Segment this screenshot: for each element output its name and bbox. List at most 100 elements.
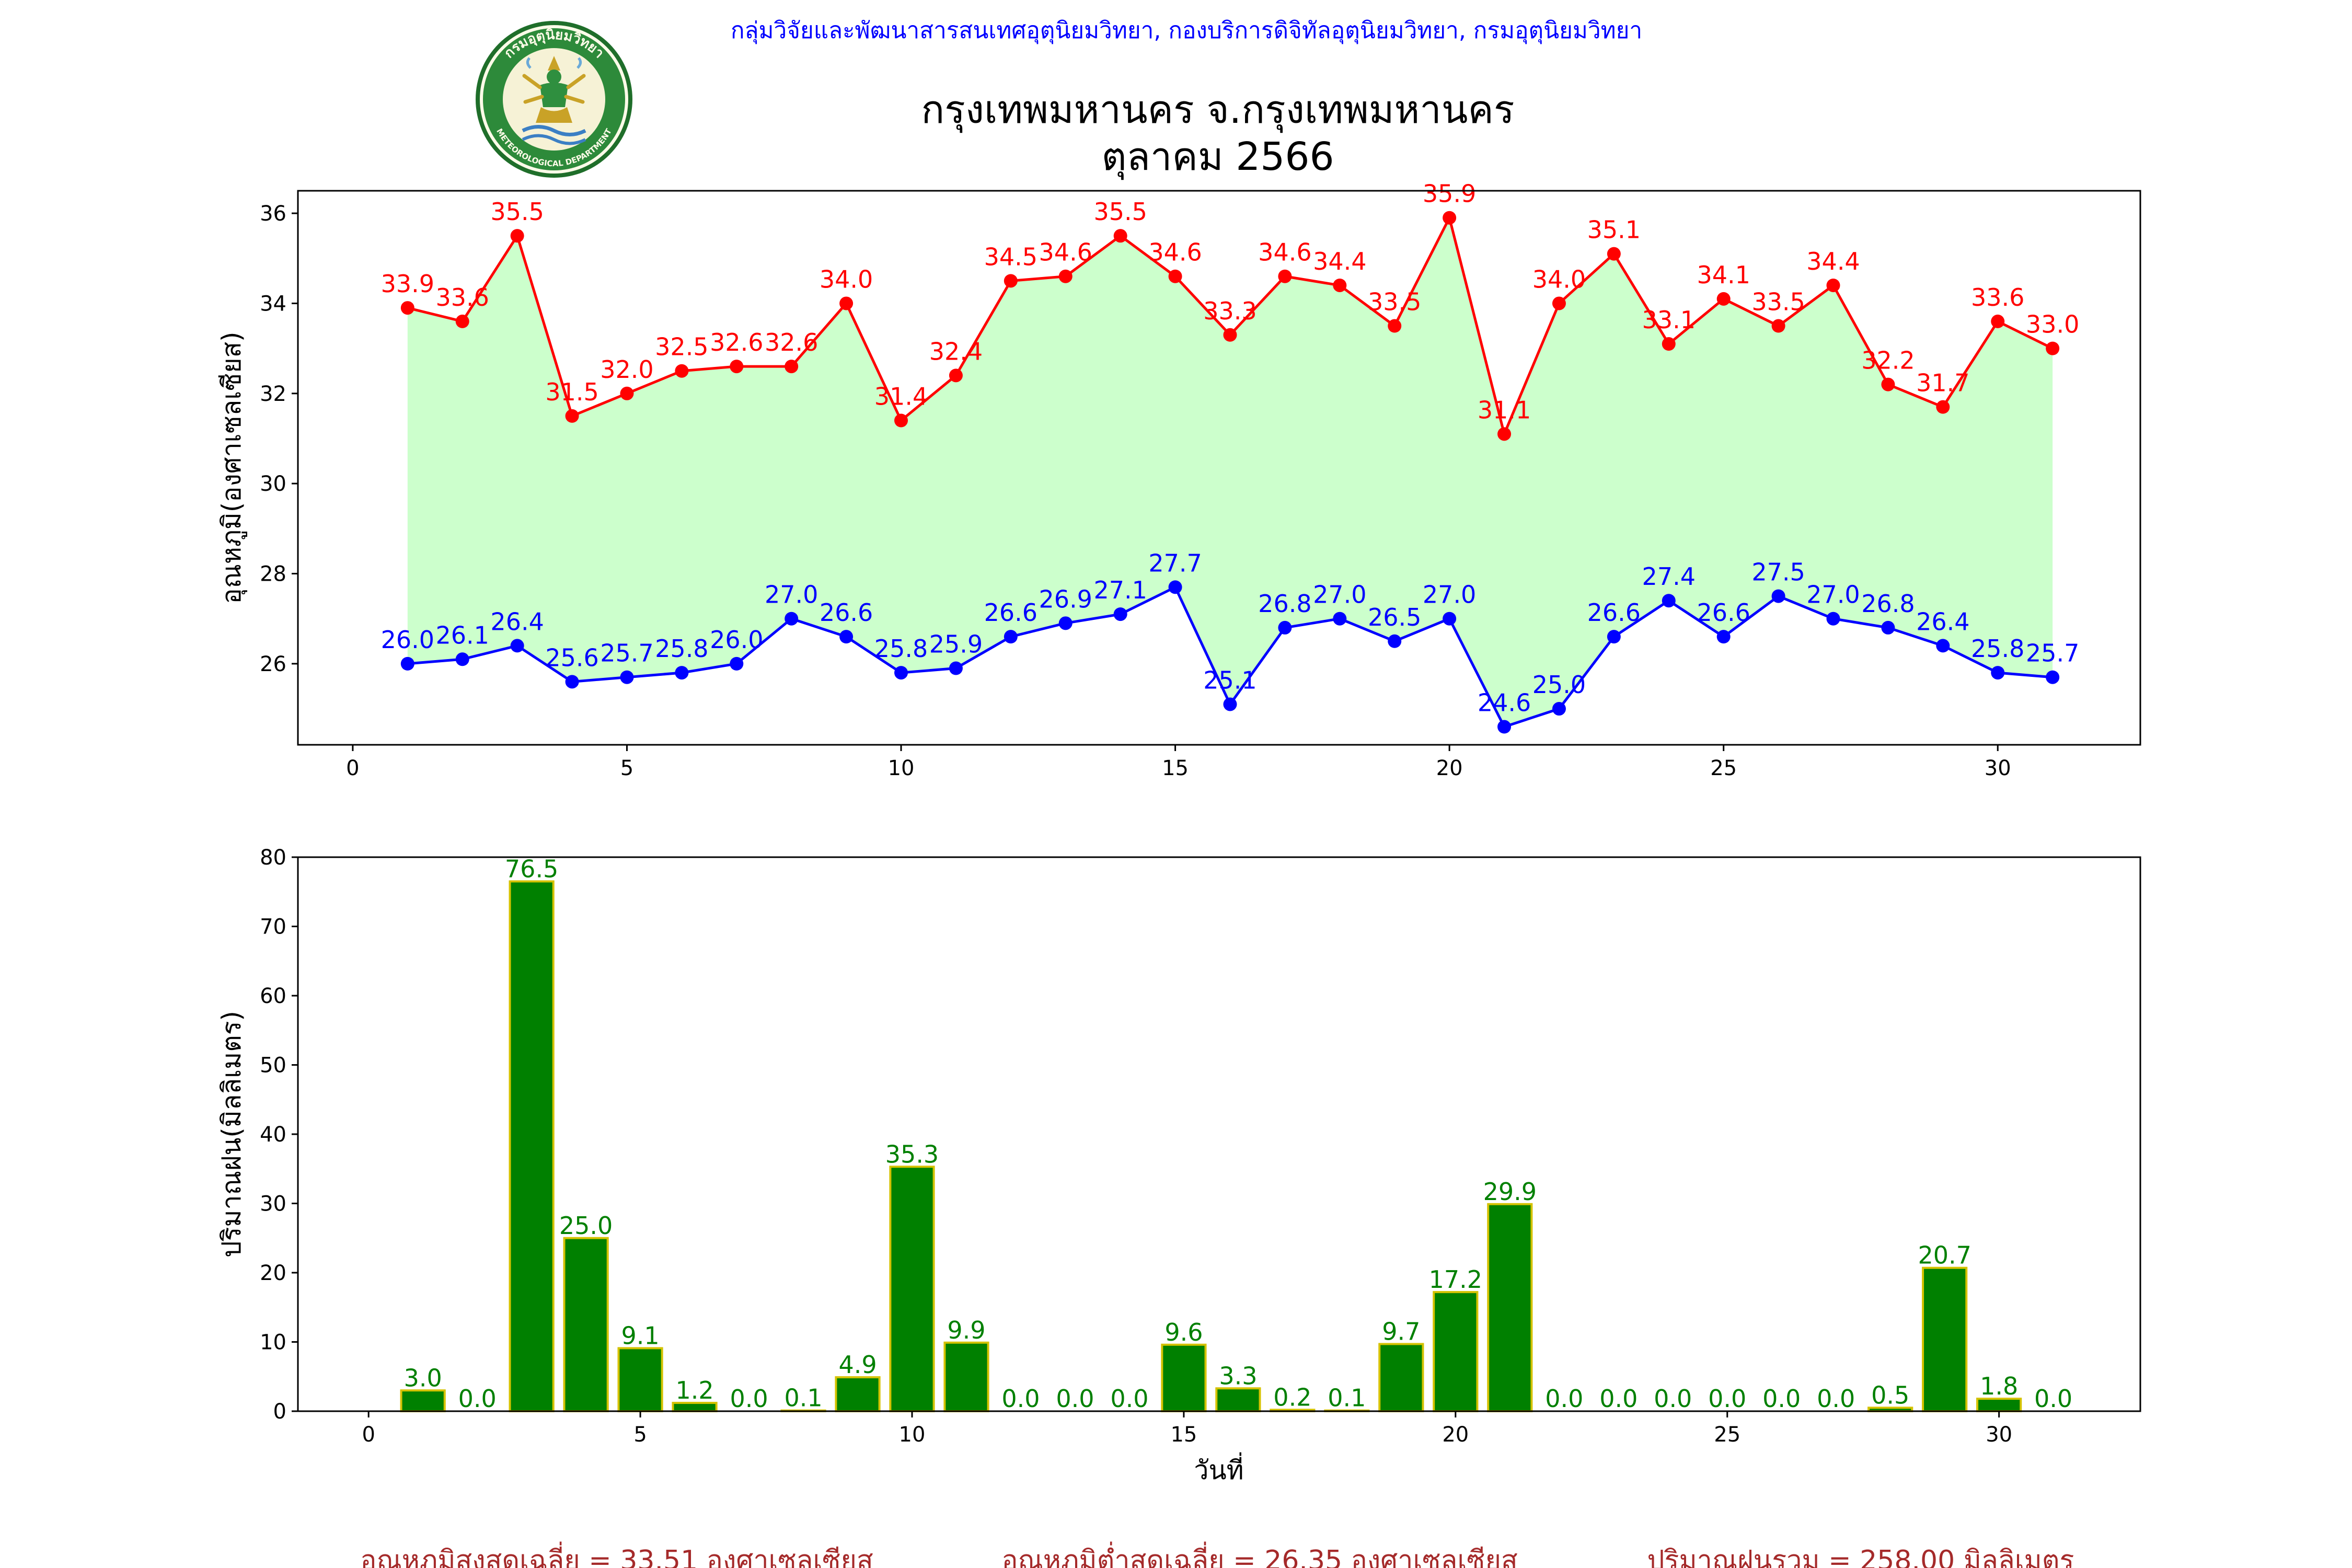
chart-title-line1: กรุงเทพมหานคร จ.กรุงเทพมหานคร <box>921 87 1514 133</box>
max-temperature-point <box>894 413 908 428</box>
max-temperature-point <box>1388 319 1402 333</box>
max-temperature-point <box>2046 341 2060 355</box>
rainfall-bar-label: 0.0 <box>1545 1385 1583 1413</box>
rainfall-bar-label: 0.2 <box>1273 1383 1311 1411</box>
min-temperature-point <box>1991 666 2005 680</box>
rainfall-bar <box>1487 1203 1533 1412</box>
min-temperature-point <box>1333 612 1347 626</box>
min-temperature-label: 26.8 <box>1258 590 1311 618</box>
min-temp-average: อุณหภูมิต่ำสุดเฉลี่ย = 26.35 องศาเซลเซีย… <box>1001 1541 1517 1568</box>
min-temperature-point <box>1168 580 1182 594</box>
max-temperature-point <box>455 314 469 328</box>
agency-name: กลุ่มวิจัยและพัฒนาสารสนเทศอุตุนิยมวิทยา,… <box>731 17 1642 44</box>
min-temperature-label: 25.1 <box>1203 666 1256 694</box>
rainfall-bar-label: 9.6 <box>1165 1318 1203 1346</box>
x-tick-label: 20 <box>1442 1423 1469 1447</box>
min-temperature-label: 27.1 <box>1093 576 1147 604</box>
rainfall-bar-label: 0.0 <box>1762 1385 1801 1413</box>
max-temperature-label: 32.0 <box>600 355 653 384</box>
max-temperature-point <box>1004 274 1018 288</box>
min-temperature-label: 26.9 <box>1039 585 1092 613</box>
max-temperature-label: 32.2 <box>1861 347 1915 375</box>
max-temperature-point <box>785 360 799 374</box>
x-tick-label: 10 <box>888 756 915 780</box>
min-temperature-label: 26.0 <box>710 626 763 654</box>
min-temperature-point <box>1936 639 1950 653</box>
rainfall-bar <box>943 1341 989 1412</box>
rainfall-bar-label: 0.0 <box>1708 1385 1746 1413</box>
y-tick-label: 0 <box>273 1400 286 1424</box>
rainfall-bar-label: 0.0 <box>1817 1385 1855 1413</box>
x-tick-label: 0 <box>346 756 359 780</box>
rainfall-bar <box>1215 1387 1261 1412</box>
max-temperature-point <box>1881 377 1895 391</box>
max-temperature-label: 33.6 <box>436 283 489 312</box>
min-temperature-label: 25.0 <box>1532 671 1586 699</box>
max-temperature-point <box>620 386 634 400</box>
max-temperature-point <box>1113 229 1127 243</box>
max-temperature-label: 34.6 <box>1039 238 1092 267</box>
max-temperature-label: 31.1 <box>1478 396 1531 424</box>
rainfall-bar-label: 0.0 <box>1001 1385 1040 1413</box>
min-temperature-point <box>730 656 744 671</box>
temperature-y-axis-label: อุณหภูมิ(องศาเซลเซียส) <box>216 331 247 604</box>
max-temperature-label: 32.6 <box>710 328 763 356</box>
min-temperature-label: 27.5 <box>1751 558 1805 586</box>
y-tick-label: 34 <box>260 292 286 316</box>
y-tick-label: 30 <box>260 1192 286 1216</box>
min-temperature-label: 24.6 <box>1478 689 1531 717</box>
rainfall-bar-label: 0.0 <box>2034 1385 2072 1413</box>
rainfall-bar <box>889 1166 935 1412</box>
y-tick-label: 36 <box>260 202 286 226</box>
rainfall-x-axis-label: วันที่ <box>1194 1452 1243 1485</box>
min-temperature-point <box>620 670 634 684</box>
min-temperature-point <box>949 661 963 675</box>
max-temp-average: อุณหภูมิสูงสุดเฉลี่ย = 33.51 องศาเซลเซีย… <box>360 1541 873 1568</box>
max-temperature-label: 33.0 <box>2026 310 2079 339</box>
max-temperature-label: 33.5 <box>1368 288 1421 316</box>
rainfall-bar-label: 0.0 <box>1599 1385 1638 1413</box>
max-temperature-label: 32.4 <box>929 337 983 365</box>
min-temperature-point <box>1113 607 1127 621</box>
max-temperature-label: 32.5 <box>655 333 708 361</box>
rainfall-bar <box>1922 1266 1968 1413</box>
rainfall-bar <box>563 1237 609 1412</box>
min-temperature-point <box>565 675 579 689</box>
y-tick-label: 26 <box>260 652 286 676</box>
min-temperature-point <box>1552 702 1566 716</box>
min-temperature-label: 25.8 <box>1971 635 2024 663</box>
max-temperature-label: 34.5 <box>984 243 1037 271</box>
min-temperature-point <box>1278 620 1292 635</box>
min-temperature-point <box>400 656 414 671</box>
temperature-chart: 33.9 33.635.531.532.032.5 32.6 32.634.031.4… <box>216 180 2141 780</box>
max-temperature-point <box>1716 292 1731 306</box>
max-temperature-point <box>1223 328 1237 342</box>
max-temperature-label: 34.4 <box>1313 247 1366 275</box>
min-temperature-label: 26.4 <box>490 607 544 636</box>
rainfall-bar <box>835 1376 881 1412</box>
min-temperature-point <box>1716 630 1731 644</box>
chart-title-line2: ตุลาคม 2566 <box>1101 134 1334 180</box>
min-temperature-label: 27.0 <box>1313 581 1366 609</box>
rainfall-bar-label: 9.9 <box>947 1316 985 1344</box>
max-temperature-point <box>1607 247 1621 261</box>
rainfall-bar-label: 0.0 <box>458 1385 497 1413</box>
rainfall-bar-label: 0.1 <box>784 1384 822 1412</box>
y-tick-label: 32 <box>260 382 286 406</box>
max-temperature-point <box>565 409 579 423</box>
max-temperature-point <box>1826 278 1840 292</box>
temperature-plot-frame <box>297 190 2141 746</box>
rainfall-bar-label: 0.0 <box>1654 1385 1692 1413</box>
max-temperature-label: 35.1 <box>1587 216 1641 244</box>
y-tick-label: 40 <box>260 1123 286 1147</box>
min-temperature-label: 25.7 <box>600 639 653 667</box>
rainfall-bar-label: 76.5 <box>505 855 558 883</box>
min-temperature-label: 25.6 <box>545 643 598 672</box>
max-temperature-label: 34.6 <box>1148 238 1202 267</box>
max-temperature-label: 33.3 <box>1203 297 1256 325</box>
max-temperature-label: 34.6 <box>1258 238 1311 267</box>
min-temperature-point <box>1771 589 1785 603</box>
max-temperature-label: 31.4 <box>874 383 928 411</box>
min-temperature-point <box>1058 616 1073 630</box>
max-temperature-point <box>1333 278 1347 292</box>
